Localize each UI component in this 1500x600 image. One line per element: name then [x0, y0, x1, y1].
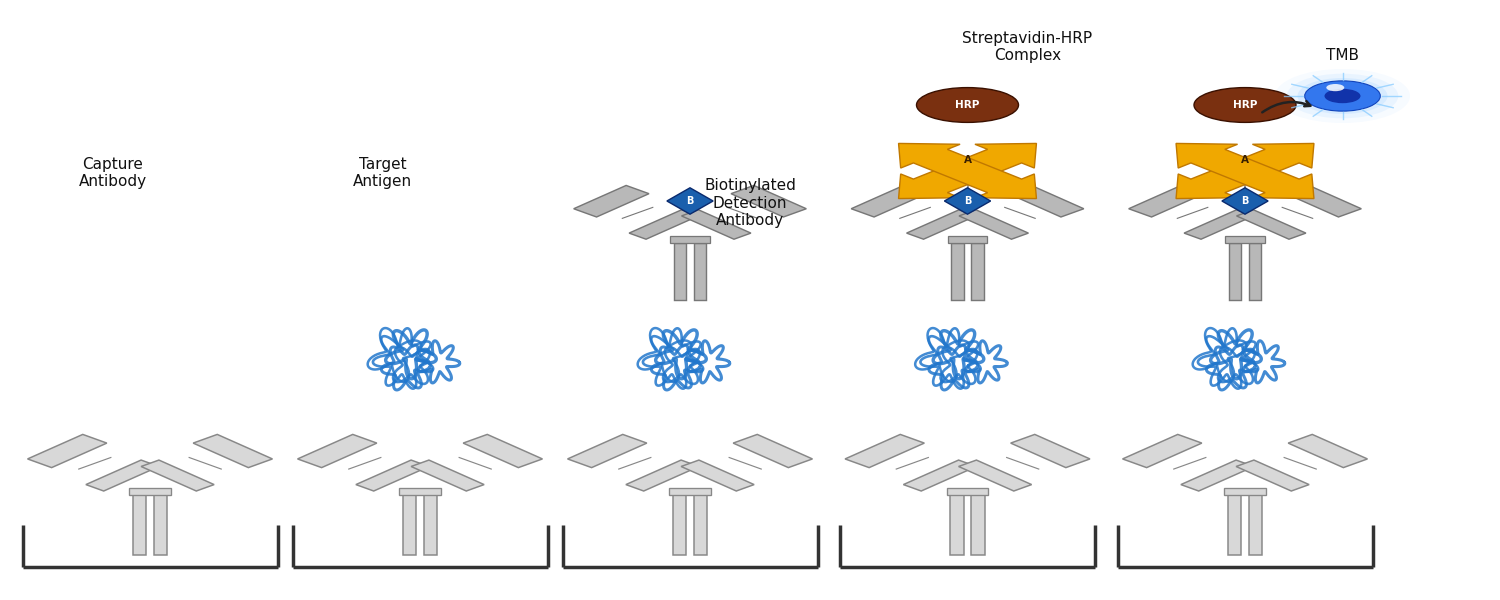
Polygon shape: [1180, 460, 1254, 491]
Polygon shape: [850, 185, 927, 217]
Bar: [972, 495, 986, 555]
Text: Capture
Antibody: Capture Antibody: [78, 157, 147, 189]
Bar: [1248, 495, 1263, 555]
Bar: [402, 495, 416, 555]
Circle shape: [1326, 84, 1344, 91]
Circle shape: [1324, 89, 1360, 103]
Text: Biotinylated
Detection
Antibody: Biotinylated Detection Antibody: [704, 178, 797, 228]
Polygon shape: [668, 188, 712, 214]
Polygon shape: [1222, 188, 1268, 214]
Bar: [946, 488, 988, 495]
Polygon shape: [297, 434, 376, 467]
Polygon shape: [958, 460, 1032, 491]
Bar: [129, 488, 171, 495]
Polygon shape: [681, 460, 754, 491]
Bar: [669, 488, 711, 495]
Polygon shape: [1008, 185, 1084, 217]
Polygon shape: [626, 460, 699, 491]
Polygon shape: [464, 434, 543, 467]
Bar: [399, 488, 441, 495]
Bar: [424, 495, 438, 555]
Polygon shape: [194, 434, 273, 467]
Polygon shape: [734, 434, 813, 467]
Polygon shape: [898, 143, 1036, 199]
Polygon shape: [1128, 185, 1204, 217]
Polygon shape: [730, 185, 807, 217]
Polygon shape: [86, 460, 159, 491]
Polygon shape: [1288, 434, 1368, 467]
Ellipse shape: [1194, 88, 1296, 122]
Polygon shape: [898, 143, 1036, 199]
Text: B: B: [964, 196, 970, 206]
Text: Target
Antigen: Target Antigen: [352, 157, 413, 189]
Polygon shape: [27, 434, 106, 467]
Circle shape: [1287, 74, 1398, 118]
Polygon shape: [958, 210, 1029, 239]
Bar: [970, 243, 984, 300]
Polygon shape: [1184, 210, 1254, 239]
Text: TMB: TMB: [1326, 48, 1359, 63]
Bar: [1248, 243, 1262, 300]
Polygon shape: [628, 210, 699, 239]
Polygon shape: [681, 210, 752, 239]
Bar: [948, 236, 987, 243]
Polygon shape: [573, 185, 650, 217]
Polygon shape: [141, 460, 214, 491]
Polygon shape: [1011, 434, 1090, 467]
Circle shape: [1305, 81, 1380, 111]
Bar: [1227, 495, 1242, 555]
Polygon shape: [906, 210, 976, 239]
Polygon shape: [903, 460, 977, 491]
Text: B: B: [687, 196, 693, 206]
Bar: [1228, 243, 1242, 300]
Polygon shape: [411, 460, 485, 491]
Text: Streptavidin-HRP
Complex: Streptavidin-HRP Complex: [963, 31, 1092, 63]
Bar: [672, 495, 686, 555]
Polygon shape: [1176, 143, 1314, 199]
Polygon shape: [1236, 210, 1306, 239]
Polygon shape: [1286, 185, 1362, 217]
Polygon shape: [1176, 143, 1314, 199]
Bar: [693, 495, 708, 555]
Bar: [132, 495, 147, 555]
Bar: [674, 243, 687, 300]
Text: B: B: [1242, 196, 1248, 206]
Text: HRP: HRP: [1233, 100, 1257, 110]
Bar: [1224, 488, 1266, 495]
Text: A: A: [1240, 155, 1250, 165]
Polygon shape: [1236, 460, 1310, 491]
Text: HRP: HRP: [956, 100, 980, 110]
Polygon shape: [356, 460, 429, 491]
Polygon shape: [945, 188, 990, 214]
Ellipse shape: [916, 88, 1019, 122]
Circle shape: [1298, 78, 1388, 114]
Text: A: A: [963, 155, 972, 165]
Polygon shape: [1122, 434, 1202, 467]
Bar: [693, 243, 706, 300]
Polygon shape: [567, 434, 646, 467]
Bar: [951, 495, 964, 555]
Bar: [1226, 236, 1264, 243]
Bar: [670, 236, 710, 243]
Circle shape: [1275, 69, 1410, 123]
Bar: [951, 243, 964, 300]
Bar: [153, 495, 168, 555]
Polygon shape: [844, 434, 924, 467]
